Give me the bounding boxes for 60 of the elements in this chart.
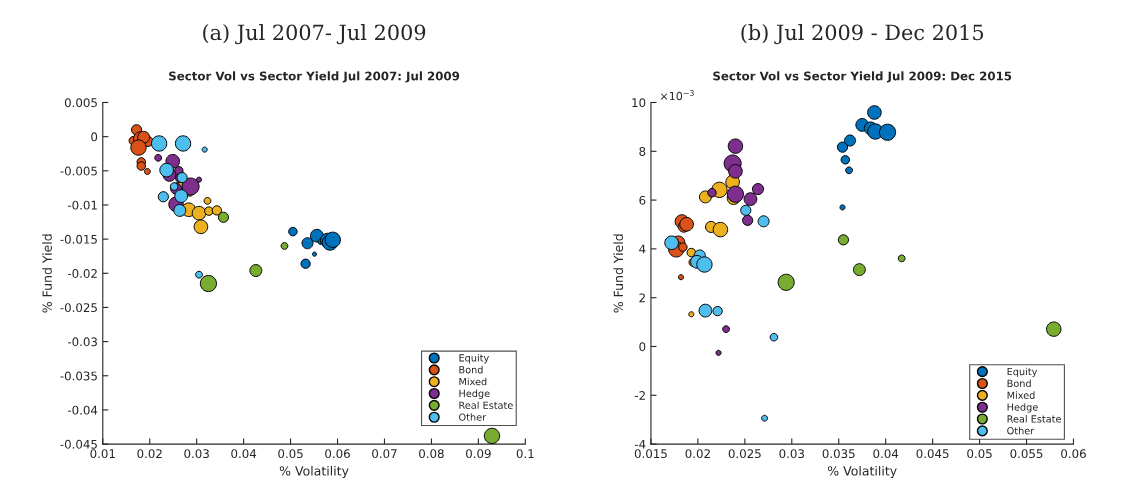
legend-label: Mixed: [459, 377, 487, 386]
y-tick-label: 0: [639, 342, 646, 352]
x-tick-label: 0.055: [1010, 449, 1043, 459]
x-axis-title: % Volatility: [827, 465, 897, 479]
y-tick-label: -0.005: [60, 166, 97, 176]
x-tick-label: 0.025: [728, 449, 761, 459]
y-tick-label: 0: [91, 132, 98, 142]
y-axis-title: % Fund Yield: [42, 234, 52, 313]
legend-label: Hedge: [1007, 403, 1038, 413]
legend-label: Other: [459, 413, 487, 421]
text: ×10$^{−3}$: [660, 90, 694, 101]
y-tick-label: -0.035: [60, 371, 97, 381]
x-tick-label: 0.02: [685, 449, 710, 459]
y-tick-label: -4: [634, 439, 646, 449]
y-tick-label: -0.02: [67, 269, 97, 278]
legend-label: Other: [1007, 426, 1035, 435]
legend-label: Bond: [1007, 379, 1031, 388]
y-tick-label: 2: [639, 293, 645, 303]
x-tick-label: 0.05: [967, 449, 992, 459]
chart-title: (a) Jul 2007- Jul 2009: [203, 24, 426, 45]
legend-label: Equity: [459, 354, 489, 364]
x-tick-label: 0.03: [184, 449, 209, 459]
x-tick-label: 0.05: [278, 449, 303, 459]
y-tick-label: 4: [639, 244, 646, 254]
x-tick-label: 0.015: [634, 449, 667, 459]
y-tick-label: -0.045: [60, 439, 97, 449]
chart-title: (b) Jul 2009 - Dec 2015: [741, 24, 984, 45]
legend-label: Real Estate: [459, 401, 513, 409]
y-tick-label: 6: [639, 195, 646, 205]
y-tick-label: 0.005: [64, 98, 97, 108]
y-tick-label: 8: [639, 147, 646, 156]
x-tick-label: 0.07: [372, 449, 397, 459]
x-tick-label: 0.045: [916, 449, 949, 459]
x-tick-label: 0.06: [1061, 449, 1086, 459]
x-axis-title: % Volatility: [279, 465, 349, 479]
x-tick-label: 0.06: [325, 449, 350, 459]
y-tick-label: -0.04: [67, 405, 98, 415]
y-tick-label: -0.025: [60, 303, 97, 313]
y-tick-label: -0.01: [67, 200, 97, 210]
x-tick-label: 0.03: [779, 449, 804, 459]
legend-label: Equity: [1007, 367, 1038, 378]
x-tick-label: 0.1: [516, 449, 534, 459]
x-tick-label: 0.01: [90, 449, 115, 459]
y-tick-label: 10: [632, 98, 646, 108]
legend-label: Bond: [459, 365, 483, 374]
legend-label: Mixed: [1007, 391, 1035, 399]
x-tick-label: 0.09: [466, 449, 491, 459]
y-axis-title: % Fund Yield: [613, 234, 624, 313]
chart-subtitle: Sector Vol vs Sector Yield Jul 2007: Jul 2009: [169, 71, 460, 83]
x-tick-label: 0.04: [873, 449, 899, 459]
chart-subtitle: Sector Vol vs Sector Yield Jul 2009: Dec 2015: [713, 71, 1012, 83]
x-tick-label: 0.035: [822, 449, 855, 459]
y-tick-label: -2: [634, 391, 645, 400]
y-tick-label: -0.03: [67, 337, 97, 347]
x-tick-label: 0.08: [419, 449, 444, 459]
x-tick-label: 0.02: [137, 449, 162, 459]
legend-label: Real Estate: [1007, 415, 1061, 423]
legend-label: Hedge: [459, 389, 490, 399]
x-tick-label: 0.04: [231, 449, 257, 459]
y-tick-label: -0.015: [60, 234, 97, 244]
